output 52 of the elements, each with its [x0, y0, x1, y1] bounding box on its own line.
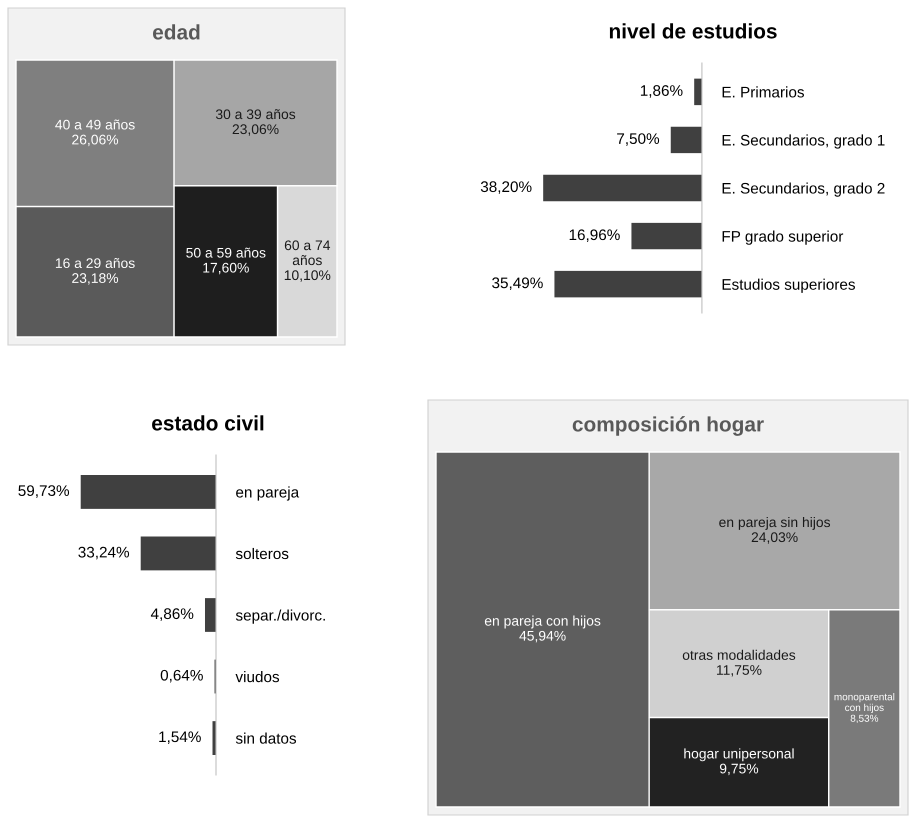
- data-label: 0,64%: [160, 670, 203, 682]
- data-label: 45,94%: [519, 630, 566, 642]
- data-label: 23,18%: [72, 273, 118, 285]
- category-label: 16 a 29 años: [56, 258, 135, 268]
- category-label: hogar unipersonal: [684, 748, 794, 762]
- category-label: monoparental con hijos: [834, 693, 894, 714]
- bar: [543, 174, 702, 202]
- chart-title: nivel de estudios: [610, 23, 777, 39]
- data-label: 24,03%: [752, 532, 798, 544]
- data-label: 35,49%: [492, 277, 543, 290]
- category-label: en pareja sin hijos: [719, 516, 830, 530]
- text: composición hogar: [572, 416, 764, 436]
- y-tick-label: solteros: [236, 548, 288, 560]
- data-label: 33,24%: [78, 546, 130, 560]
- text: edad: [153, 24, 200, 40]
- bar: [140, 536, 216, 570]
- y-tick-label: viudos: [235, 671, 280, 682]
- bar: [204, 598, 216, 632]
- category-label: 30 a 39 años: [216, 109, 296, 120]
- data-label: 38,20%: [480, 181, 532, 194]
- bar: [631, 222, 702, 250]
- bar: [554, 270, 702, 298]
- bar: [694, 78, 702, 106]
- data-label: 1,86%: [640, 85, 683, 98]
- bar: [80, 475, 216, 509]
- data-label: 8,53%: [850, 714, 878, 724]
- y-tick-label: E. Secundarios, grado 2: [722, 182, 885, 197]
- data-label: 26,06%: [72, 134, 118, 146]
- data-label: 16,96%: [570, 229, 620, 242]
- category-label: otras modalidades: [682, 650, 796, 660]
- bar: [670, 126, 702, 154]
- category-label: 50 a 59 años: [186, 248, 266, 258]
- data-label: 23,06%: [232, 124, 279, 136]
- data-label: 7,50%: [617, 133, 660, 146]
- data-label: 1,54%: [159, 731, 201, 744]
- y-tick-label: E. Secundarios, grado 1: [722, 134, 885, 149]
- data-label: 17,60%: [203, 262, 249, 274]
- data-label: 59,73%: [18, 485, 70, 498]
- category-label: 40 a 49 años: [55, 119, 135, 130]
- y-tick-label: FP grado superior: [722, 230, 844, 245]
- chart-title: estado civil: [152, 415, 264, 431]
- y-tick-label: separ./divorc.: [236, 609, 325, 624]
- y-tick-label: Estudios superiores: [722, 278, 855, 293]
- y-tick-label: en pareja: [236, 486, 300, 501]
- data-label: 11,75%: [716, 665, 762, 677]
- data-label: 4,86%: [150, 608, 194, 621]
- category-label: 60 a 74 años: [284, 240, 330, 266]
- data-label: 9,75%: [720, 764, 758, 776]
- category-label: en pareja con hijos: [484, 616, 600, 628]
- y-tick-label: E. Primarios: [722, 86, 804, 98]
- y-tick-label: sin datos: [236, 732, 296, 744]
- data-label: 10,10%: [284, 270, 330, 282]
